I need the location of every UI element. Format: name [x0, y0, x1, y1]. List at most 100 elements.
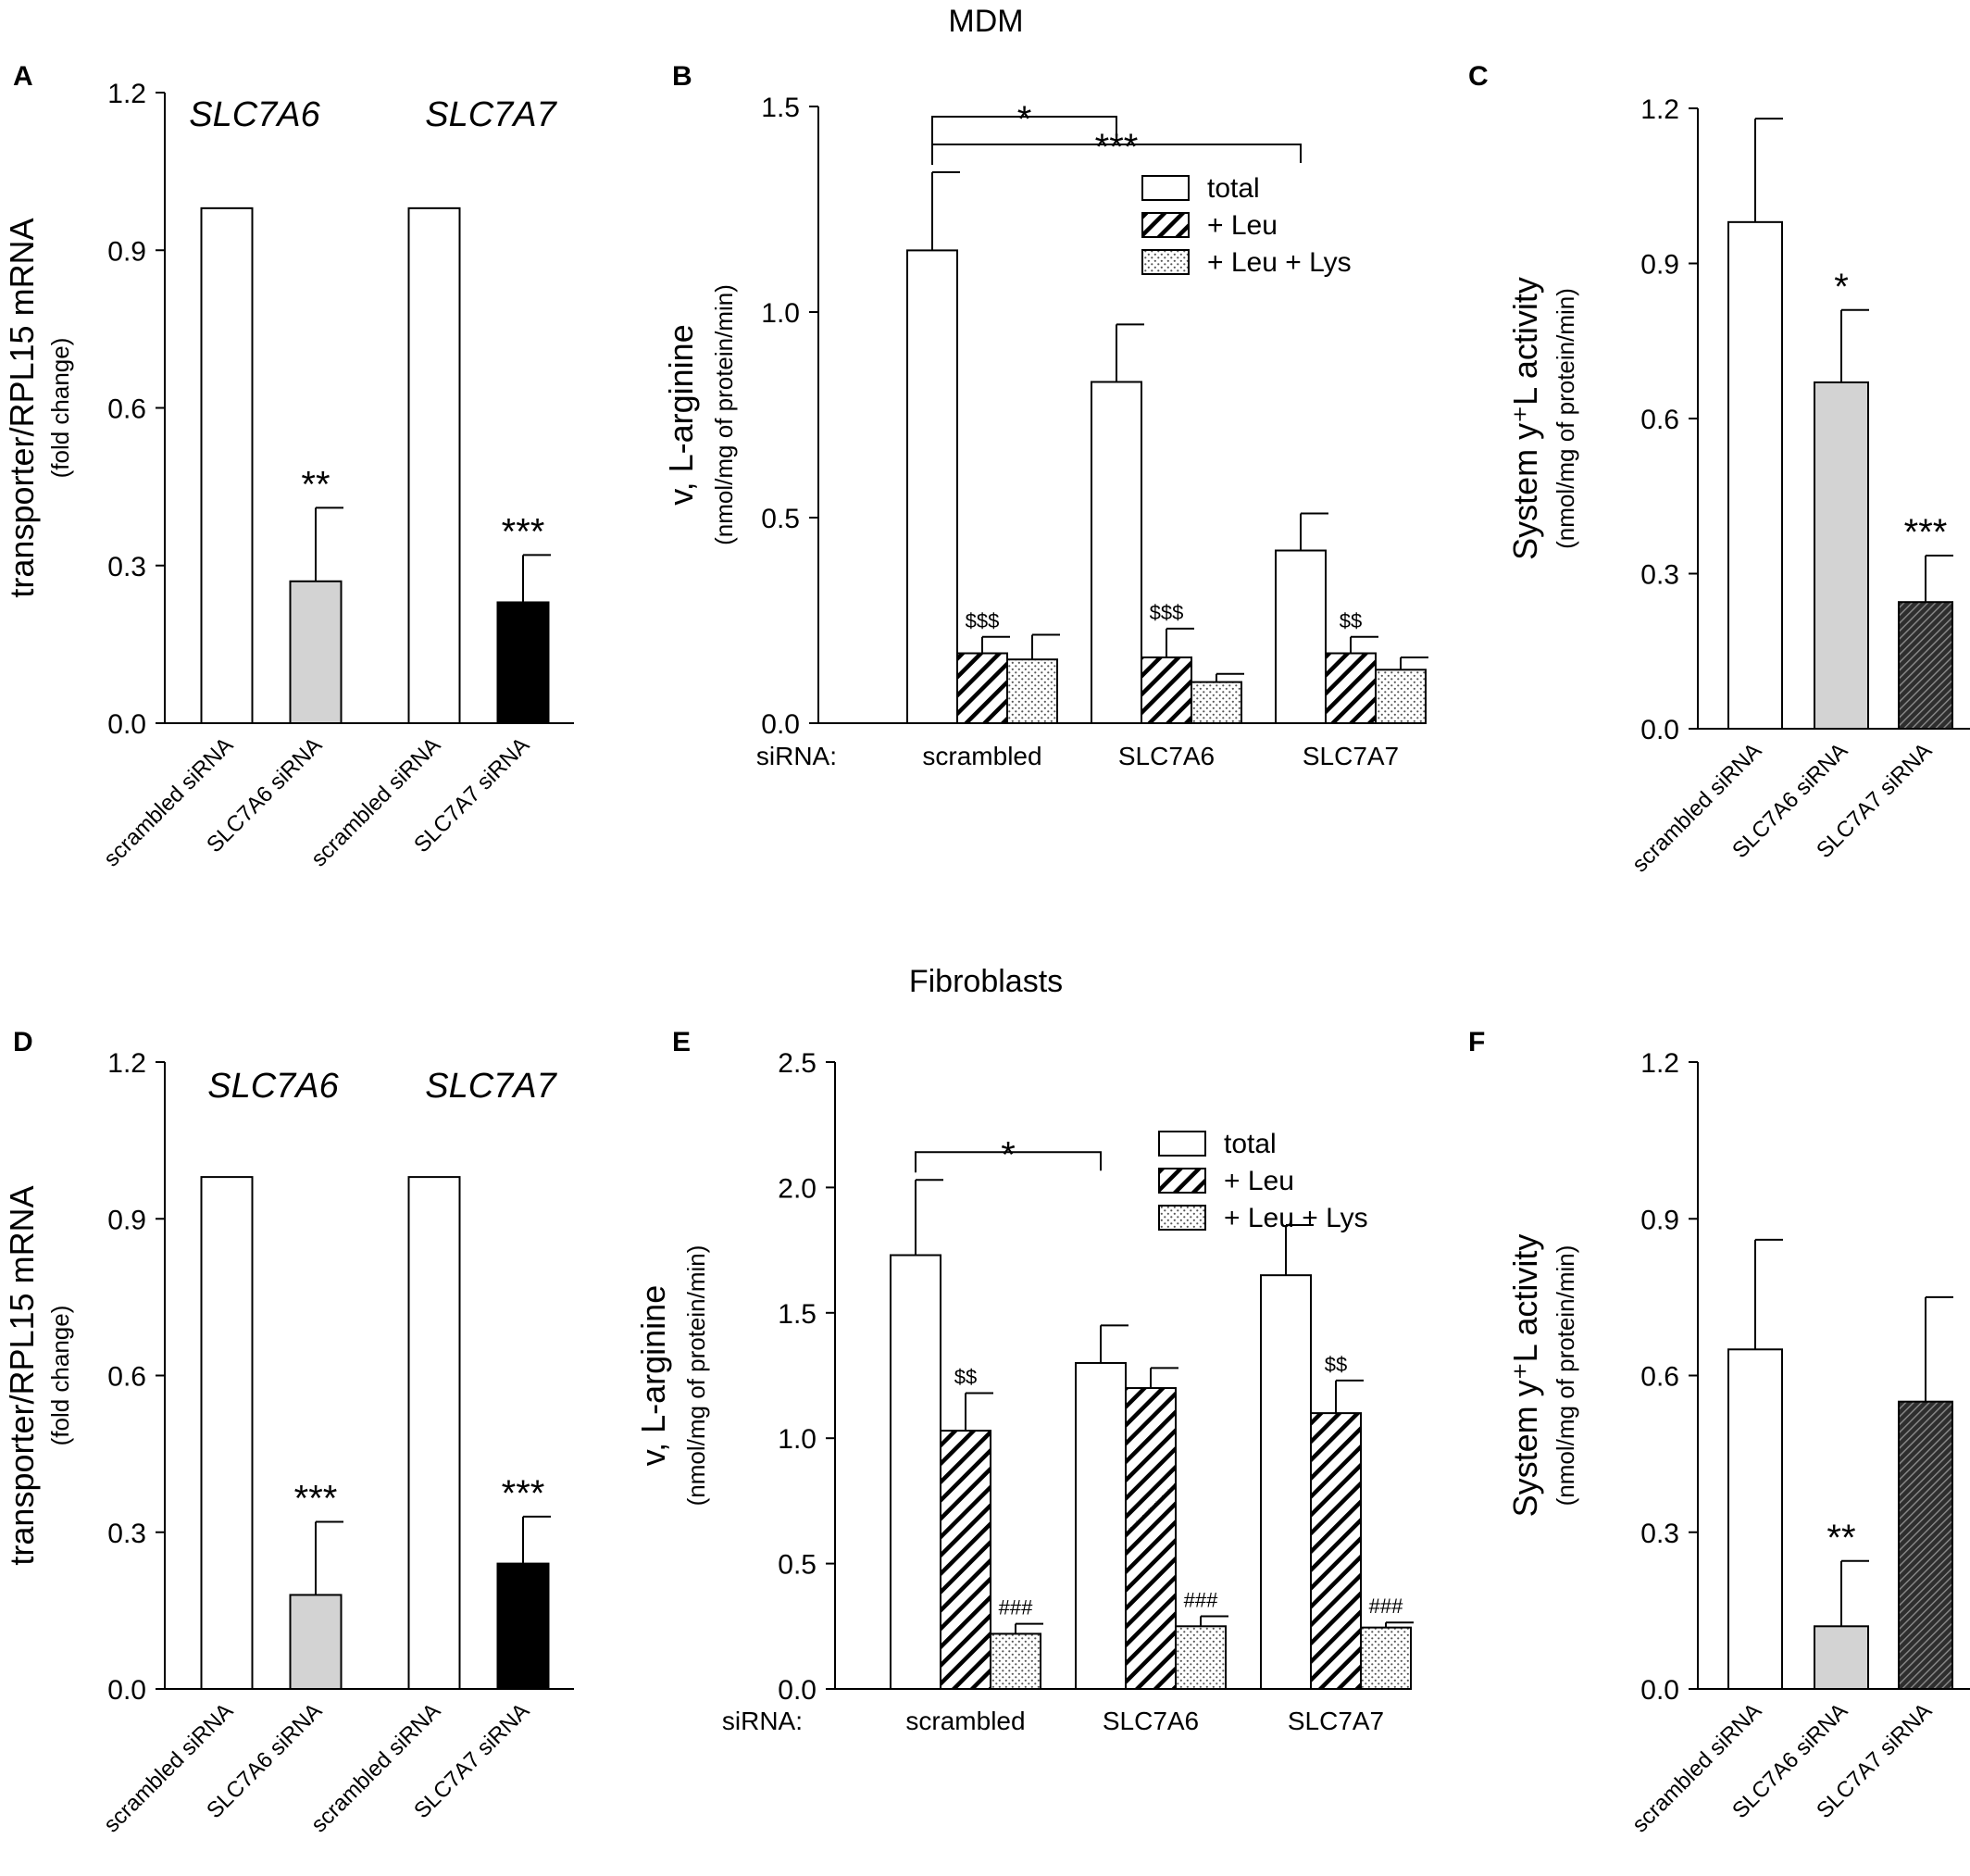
panel-letter: C	[1468, 61, 1489, 92]
y-tick-label: 0.3	[107, 1519, 146, 1549]
y-axis-sublabel: (nmol/mg of protein/min)	[710, 284, 738, 545]
y-tick-label: 0.6	[107, 1362, 146, 1393]
y-tick-label: 0.5	[778, 1550, 817, 1581]
bar	[1727, 1348, 1783, 1690]
y-tick-label: 0.3	[1640, 1519, 1679, 1549]
bar	[1898, 601, 1953, 730]
y-tick-label: 1.5	[778, 1299, 817, 1330]
x-axis-prefix: siRNA:	[722, 1707, 803, 1735]
legend-label: + Leu + Lys	[1207, 247, 1352, 278]
bar	[1814, 381, 1869, 730]
y-axis-label: v, L-arginine	[662, 324, 700, 505]
x-tick-label: scrambled	[922, 742, 1041, 770]
significance-bracket	[931, 144, 1302, 166]
y-tick-label: 2.5	[778, 1048, 817, 1079]
y-tick-label: 0.3	[1640, 560, 1679, 591]
y-tick-label: 0.0	[761, 709, 800, 740]
y-tick-label: 0.0	[1640, 1675, 1679, 1706]
bar	[1360, 1626, 1412, 1691]
bar	[407, 206, 461, 725]
y-tick-label: 0.9	[107, 236, 146, 267]
y-axis-label: System y⁺L activity	[1506, 277, 1544, 560]
bar	[1275, 549, 1327, 725]
bar	[200, 1176, 254, 1691]
significance-label: ###	[1369, 1595, 1403, 1618]
significance-label: $$$	[1150, 601, 1184, 624]
y-tick-label: 0.3	[107, 552, 146, 582]
y-axis-sublabel: (fold change)	[46, 1306, 74, 1446]
y-axis-label: transporter/RPL15 mRNA	[3, 1185, 41, 1565]
y-tick-label: 0.9	[1640, 250, 1679, 281]
panel-letter: E	[672, 1027, 691, 1057]
significance-bracket	[931, 116, 1117, 166]
y-tick-label: 0.0	[107, 709, 146, 740]
y-tick-label: 0.6	[1640, 405, 1679, 435]
y-tick-label: 1.0	[778, 1424, 817, 1455]
y-tick-label: 1.5	[761, 93, 800, 123]
group-title: SLC7A7	[425, 1067, 557, 1106]
y-tick-label: 0.6	[1640, 1362, 1679, 1393]
significance-label: *	[1001, 1134, 1016, 1175]
y-tick-label: 0.5	[761, 504, 800, 534]
bar	[1310, 1412, 1362, 1690]
significance-label: $$	[1340, 609, 1362, 632]
bar	[496, 1562, 550, 1690]
y-axis-sublabel: (nmol/mg of protein/min)	[682, 1245, 710, 1507]
bar	[1091, 381, 1142, 724]
bar	[407, 1176, 461, 1691]
panel-letter: D	[13, 1027, 33, 1057]
y-tick-label: 0.0	[778, 1675, 817, 1706]
significance-label: ###	[999, 1596, 1033, 1620]
y-tick-label: 0.0	[107, 1675, 146, 1706]
bar	[289, 580, 343, 725]
y-tick-label: 1.2	[1640, 94, 1679, 125]
bar	[990, 1632, 1041, 1690]
y-axis-sublabel: (nmol/mg of protein/min)	[1552, 288, 1579, 549]
significance-label: ***	[502, 511, 545, 552]
bar	[1727, 220, 1783, 731]
x-tick-label: SLC7A6	[1118, 742, 1215, 770]
significance-label: $$$	[966, 609, 1000, 632]
legend-swatch	[1141, 249, 1190, 275]
bar	[1191, 681, 1242, 724]
y-axis-label: v, L-arginine	[634, 1285, 672, 1466]
bar	[890, 1254, 941, 1690]
bar	[1898, 1400, 1953, 1691]
significance-label: $$	[1325, 1353, 1347, 1376]
y-tick-label: 1.2	[107, 1048, 146, 1079]
panel-letter: A	[13, 61, 33, 92]
group-title: SLC7A6	[189, 95, 320, 134]
significance-label: **	[301, 464, 330, 505]
significance-label: ***	[1095, 127, 1139, 168]
significance-label: ***	[502, 1473, 545, 1514]
legend-label: total	[1207, 173, 1260, 204]
y-axis-label: System y⁺L activity	[1506, 1234, 1544, 1518]
bar	[956, 652, 1008, 725]
legend-label: + Leu	[1207, 210, 1278, 241]
legend-swatch	[1141, 212, 1190, 238]
legend-label: + Leu + Lys	[1224, 1203, 1368, 1233]
bar	[1814, 1625, 1869, 1691]
section-title-mdm: MDM	[948, 4, 1023, 39]
bar	[1375, 669, 1427, 725]
y-tick-label: 1.2	[1640, 1048, 1679, 1079]
x-tick-label: SLC7A7	[1303, 742, 1399, 770]
y-tick-label: 0.0	[1640, 715, 1679, 745]
panel-letter: B	[672, 61, 692, 92]
legend-swatch	[1158, 1205, 1206, 1231]
y-tick-label: 0.9	[1640, 1205, 1679, 1235]
bar	[1075, 1361, 1127, 1690]
bar	[1260, 1274, 1312, 1691]
bar	[940, 1430, 991, 1691]
panel-letter: F	[1468, 1027, 1485, 1057]
legend-swatch	[1158, 1168, 1206, 1194]
y-tick-label: 1.0	[761, 298, 800, 329]
bar	[1141, 656, 1192, 725]
